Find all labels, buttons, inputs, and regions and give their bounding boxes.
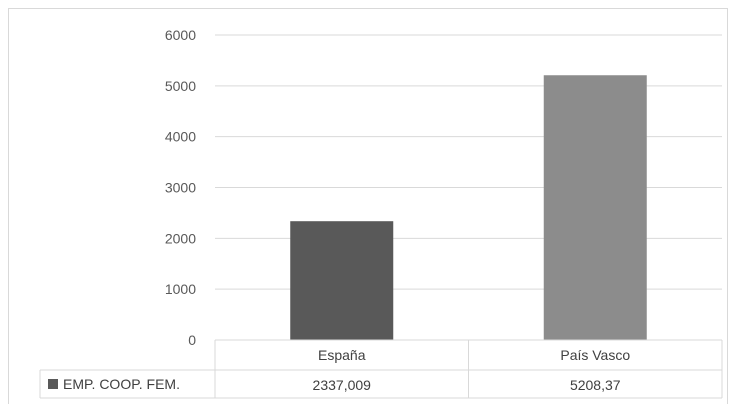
category-label: España: [318, 347, 366, 363]
bar: [543, 75, 647, 341]
bar: [290, 221, 394, 340]
legend-key: [48, 379, 58, 389]
value-label: 2337,009: [313, 377, 372, 393]
y-tick-label: 4000: [165, 129, 196, 145]
y-tick-label: 0: [188, 332, 196, 348]
y-tick-label: 1000: [165, 281, 196, 297]
chart-area: [8, 8, 728, 404]
y-tick-label: 2000: [165, 230, 196, 246]
data-table: España País Vasco EMP. COOP. FEM. 2337,009 5…: [39, 339, 723, 399]
y-tick-label: 3000: [165, 180, 196, 196]
value-label: 5208,37: [570, 377, 621, 393]
y-tick-label: 5000: [165, 78, 196, 94]
category-label: País Vasco: [560, 347, 630, 363]
bars: [290, 75, 647, 341]
y-tick-label: 6000: [165, 27, 196, 43]
y-axis-ticks: 0 1000 2000 3000 4000 5000 6000: [165, 27, 196, 348]
series-name: EMP. COOP. FEM.: [63, 376, 180, 392]
